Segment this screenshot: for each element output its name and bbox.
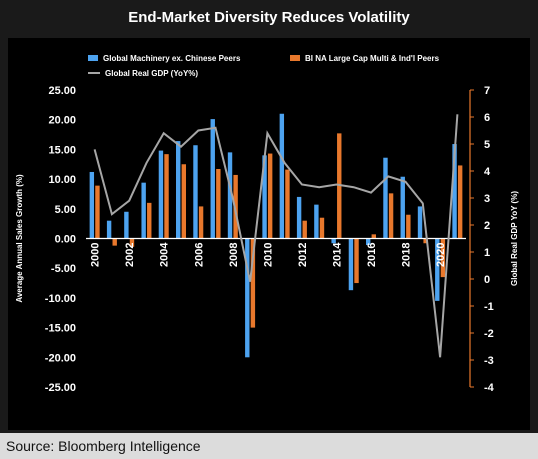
y2-tick-label: -3 [484,355,494,367]
bar-machinery-2006 [193,145,198,239]
bar-bi-peers-2011 [285,169,290,239]
y2-tick-label: 4 [484,166,491,178]
chart-panel: Global Machinery ex. Chinese Peers BI NA … [8,38,530,430]
bar-machinery-2004 [158,150,164,239]
legend-label-machinery: Global Machinery ex. Chinese Peers [103,54,241,63]
bar-bi-peers-2010 [267,153,273,239]
bar-bi-peers-2013 [319,217,325,239]
x-tick-label-2014: 2014 [331,242,343,267]
y2-tick-label: 1 [484,247,490,259]
bar-machinery-2000 [89,171,95,239]
x-tick-label-2012: 2012 [297,243,309,267]
y-axis-right: 7 6 5 4 3 2 1 0 -1 -2 -3 -4 [469,85,495,394]
bar-bi-peers-2021 [457,165,463,239]
bar-machinery-2016 [366,238,371,246]
x-tick-label-2002: 2002 [124,243,136,267]
bar-bi-peers-2003 [147,202,152,239]
source-note: Source: Bloomberg Intelligence [0,433,538,459]
chart-title: End-Market Diversity Reduces Volatility [128,8,410,26]
x-tick-label-2018: 2018 [401,243,413,267]
bar-machinery-2018 [400,176,405,239]
bar-bi-peers-2004 [164,154,169,239]
bar-machinery-2010 [262,155,267,239]
bar-machinery-2007 [210,119,215,239]
bar-machinery-2020 [435,238,440,301]
legend-label-gdp: Global Real GDP (YoY%) [105,69,198,78]
y-tick-label: 0.00 [55,234,76,246]
bar-machinery-2003 [141,182,146,239]
bar-machinery-2017 [383,157,388,239]
bar-machinery-2013 [314,204,319,239]
bar-machinery-2009 [245,238,250,358]
x-tick-label-2006: 2006 [193,243,205,267]
y2-tick-label: 3 [484,193,490,205]
y-tick-label: 10.00 [48,174,76,186]
x-tick-label-2004: 2004 [159,242,171,267]
y-tick-label: 20.00 [48,115,76,127]
x-tick-label-2016: 2016 [366,243,378,267]
gdp-line [93,114,459,358]
bar-bi-peers-2005 [181,164,186,239]
x-tick-label-2008: 2008 [228,243,240,267]
legend: Global Machinery ex. Chinese Peers BI NA … [88,54,440,78]
y2-tick-label: 0 [484,274,490,286]
gdp-line-group [93,114,459,358]
bar-machinery-2014 [331,238,336,244]
x-tick-label-2000: 2000 [90,243,102,267]
bar-bi-peers-2017 [388,193,394,239]
bar-machinery-2019 [417,206,423,239]
y2-tick-label: 5 [484,139,490,151]
bar-machinery-2001 [106,220,112,239]
legend-label-bi-peers: BI NA Large Cap Multi & Ind'l Peers [305,54,440,63]
y-axis-left: 25.00 20.00 15.00 10.00 5.00 0.00 -5.00 -10.00 -… [45,85,76,394]
y2-axis-title: Global Real GDP YoY (%) [510,191,519,286]
bar-bi-peers-2009 [250,238,256,328]
y2-tick-label: -2 [484,328,494,340]
bar-bi-peers-2015 [354,238,359,284]
y-tick-label: 5.00 [55,204,76,216]
y-tick-label: -10.00 [45,293,76,305]
y-tick-label: -5.00 [51,263,76,275]
y-tick-label: 25.00 [48,85,76,97]
y2-tick-label: -1 [484,301,494,313]
bar-machinery-2005 [176,141,181,239]
y-tick-label: -15.00 [45,323,76,335]
bar-bi-peers-2000 [95,185,100,239]
bar-bi-peers-2016 [371,234,376,239]
bar-bi-peers-2019 [423,238,428,244]
y2-tick-label: -4 [484,382,495,394]
bar-machinery-2011 [279,113,285,239]
y-axis-title: Average Annual Sales Growth (%) [15,174,24,303]
y-tick-label: 15.00 [48,144,76,156]
bar-machinery-2012 [296,196,302,239]
x-axis-labels: 2000 2002 2004 2006 2008 2010 2012 2014 2016 2018… [90,242,447,267]
bar-machinery-2002 [124,211,129,239]
bar-bi-peers-2006 [198,206,204,239]
y2-tick-label: 7 [484,85,490,97]
y2-tick-label: 2 [484,220,490,232]
bar-bi-peers-2012 [302,220,307,239]
bar-bi-peers-2002 [129,238,135,247]
y2-tick-label: 6 [484,112,490,124]
legend-swatch-bi-peers [290,55,300,61]
bar-bi-peers-2018 [406,214,411,239]
bar-bi-peers-2001 [112,238,117,246]
bar-machinery-2015 [348,238,354,291]
bar-bi-peers-2007 [216,169,221,239]
y-tick-label: -25.00 [45,382,76,394]
x-tick-label-2010: 2010 [262,243,274,267]
bar-machinery-2021 [452,144,457,239]
y-tick-label: -20.00 [45,352,76,364]
bar-machinery-2008 [227,152,233,239]
bar-bi-peers-2020 [440,238,446,278]
bars [89,113,463,358]
chart-svg: Global Machinery ex. Chinese Peers BI NA … [15,54,519,394]
x-tick-label-2020: 2020 [435,243,447,267]
axis-titles: Average Annual Sales Growth (%) Global Re… [15,174,519,303]
legend-swatch-machinery [88,55,98,61]
